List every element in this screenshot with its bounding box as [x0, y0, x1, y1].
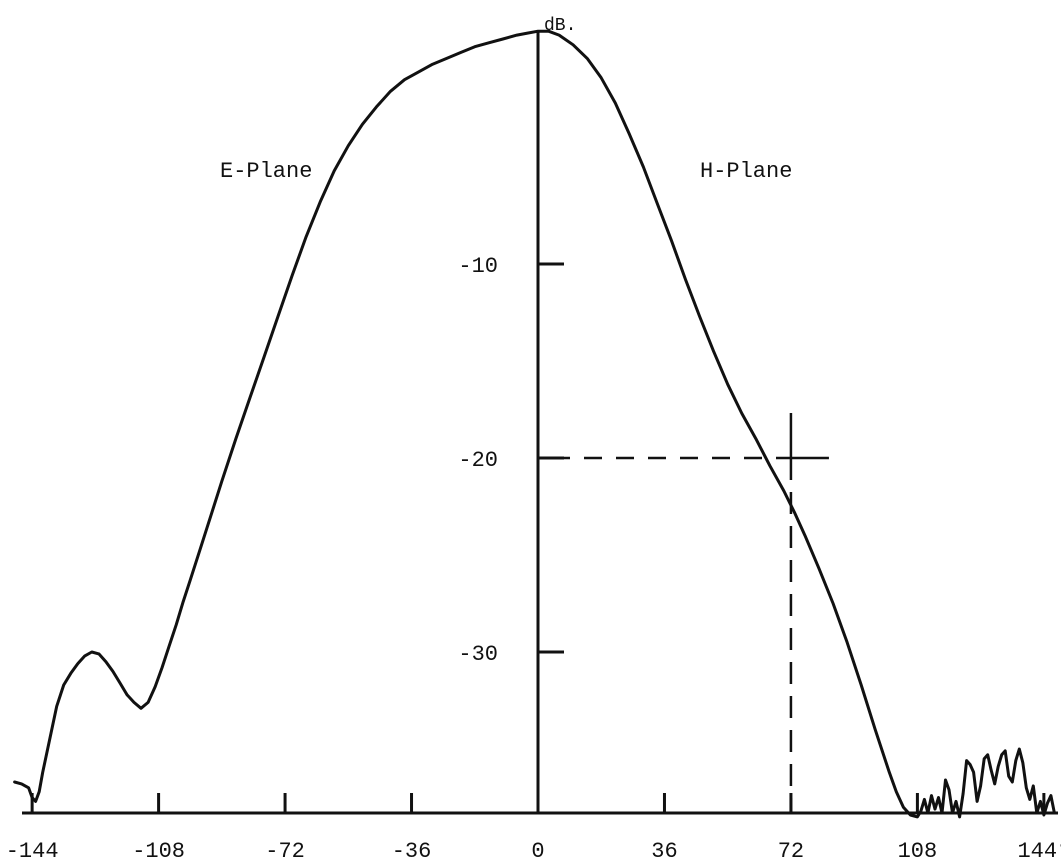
y-tick-label: -20 — [458, 448, 498, 473]
labels: dB. E-Plane H-Plane — [220, 16, 792, 184]
e-plane-annotation: E-Plane — [220, 159, 312, 184]
reference-lines — [552, 413, 829, 813]
x-tick-label: -108 — [132, 839, 185, 864]
x-tick-label: 0 — [531, 839, 544, 864]
data-series — [13, 29, 1056, 819]
x-tick-label: -72 — [265, 839, 305, 864]
x-tick-label: -36 — [392, 839, 432, 864]
x-tick-label: 144° — [1017, 839, 1061, 864]
x-tick-label: 36 — [651, 839, 677, 864]
axes: -144 -108 -72 -36 0 36 72 108 144° -10 -20 -30 — [6, 30, 1061, 864]
pattern-curve — [13, 29, 1056, 819]
y-axis-unit-label: dB. — [544, 16, 576, 36]
x-tick-label: 108 — [898, 839, 938, 864]
y-tick-label: -10 — [458, 254, 498, 279]
h-plane-annotation: H-Plane — [700, 159, 792, 184]
y-tick-label: -30 — [458, 642, 498, 667]
x-tick-label: -144 — [6, 839, 59, 864]
x-tick-label: 72 — [778, 839, 804, 864]
